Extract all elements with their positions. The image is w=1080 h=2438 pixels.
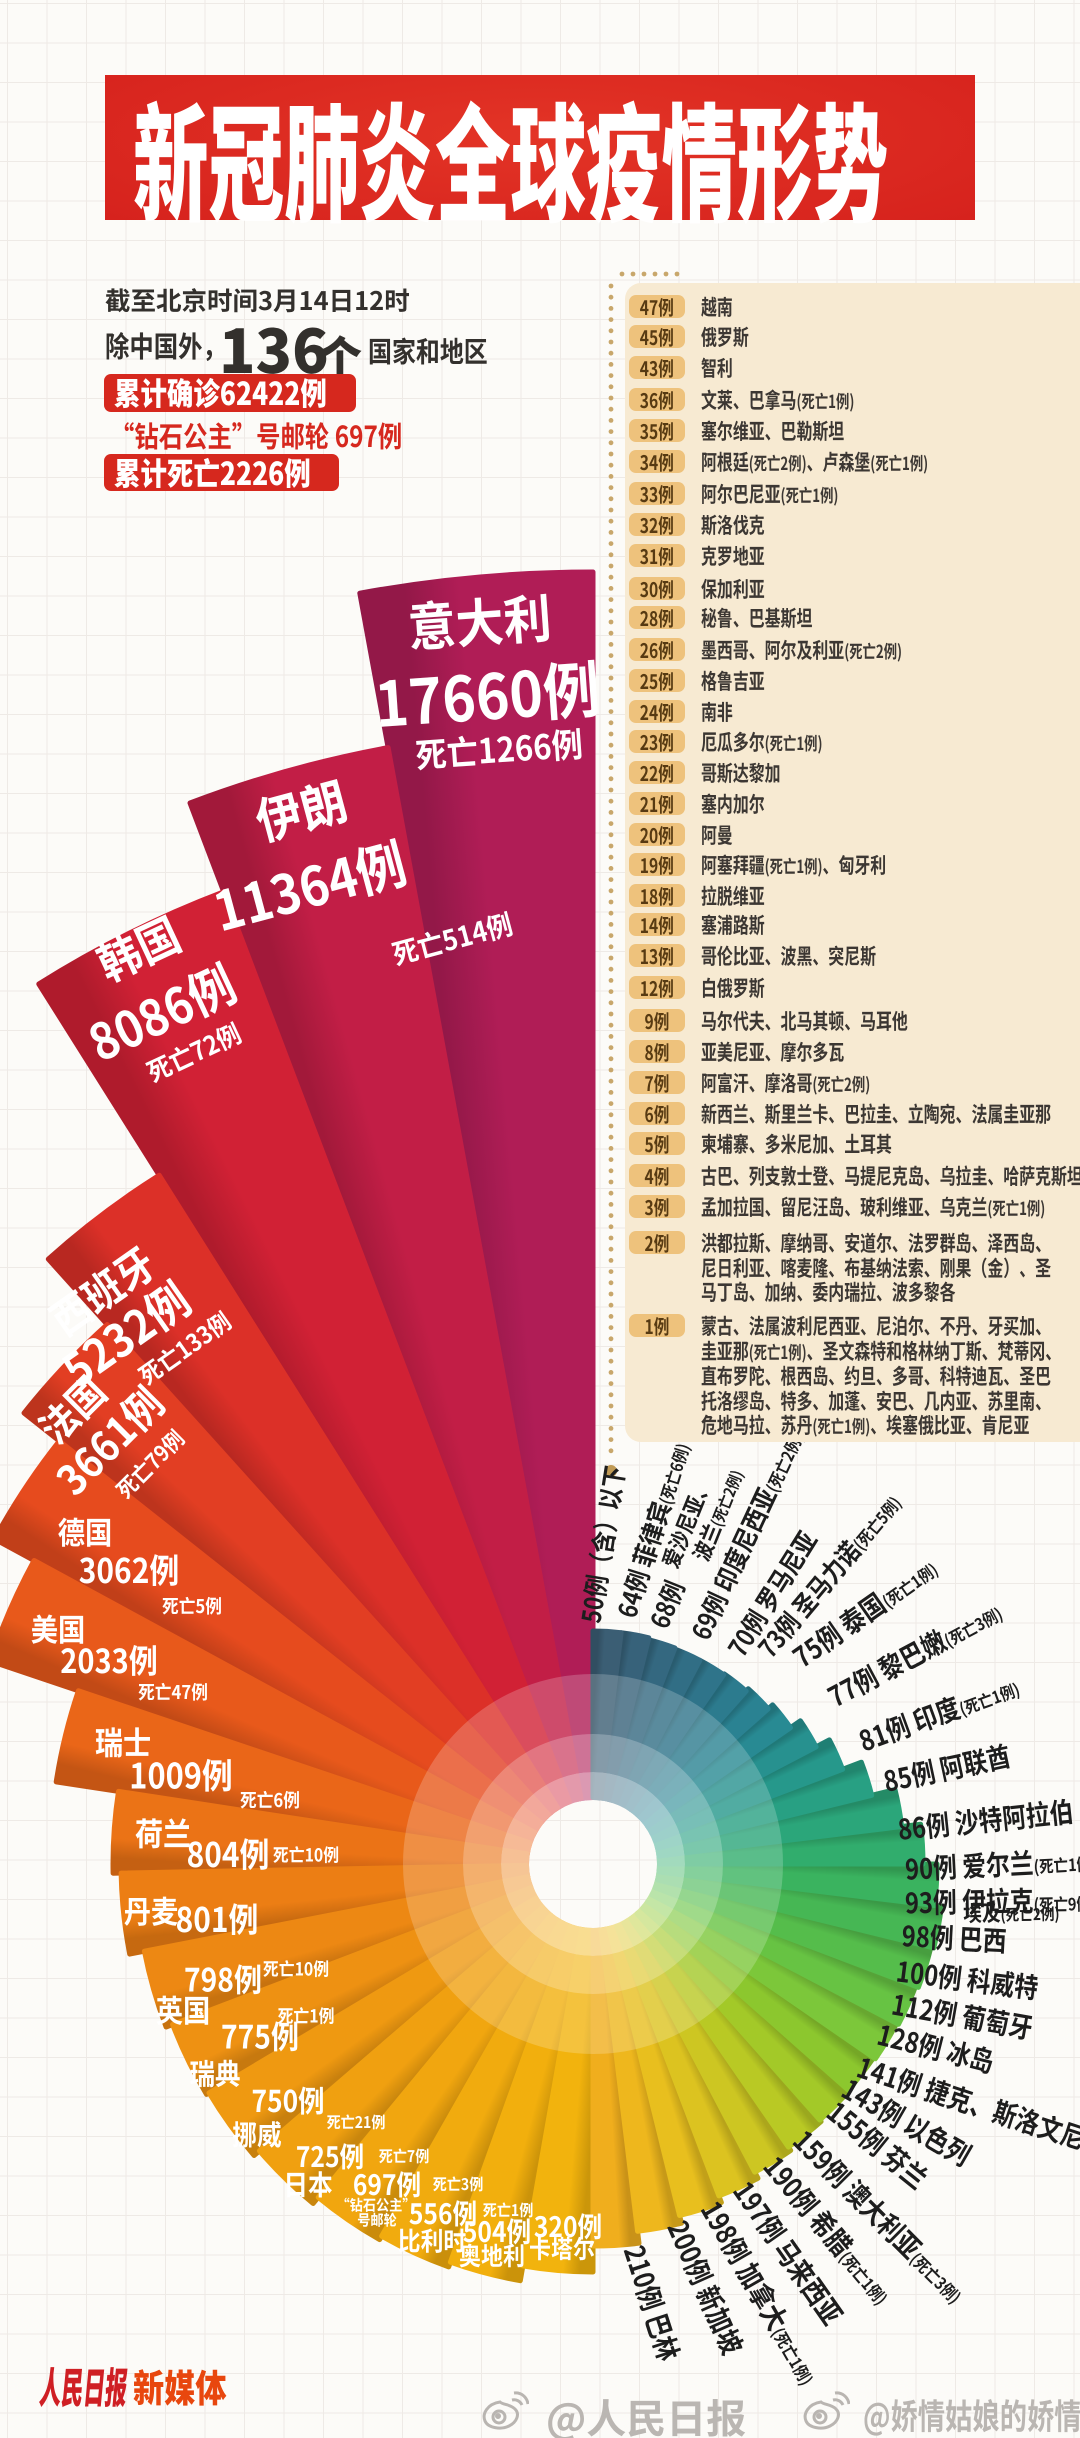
svg-text:号邮轮: 号邮轮 (357, 2209, 397, 2230)
svg-text:死亡6例: 死亡6例 (240, 1786, 300, 1814)
svg-text:挪威: 挪威 (232, 2112, 281, 2153)
svg-text:90例 爱尔兰(死亡1例): 90例 爱尔兰(死亡1例) (904, 1839, 1080, 1889)
svg-text:卡塔尔: 卡塔尔 (529, 2229, 595, 2265)
svg-text:瑞典: 瑞典 (189, 2050, 240, 2092)
svg-text:死亡3例: 死亡3例 (433, 2173, 484, 2195)
svg-text:英国: 英国 (156, 1987, 211, 2032)
svg-text:德国: 德国 (58, 1509, 113, 1554)
svg-text:意大利: 意大利 (405, 578, 553, 663)
svg-text:93例 伊拉克(死亡9例)、: 93例 伊拉克(死亡9例)、 (905, 1879, 1080, 1922)
svg-text:美国: 美国 (31, 1606, 86, 1651)
svg-text:17660例: 17660例 (372, 641, 603, 746)
svg-text:86例 沙特阿拉伯: 86例 沙特阿拉伯 (896, 1790, 1075, 1848)
svg-text:750例: 750例 (251, 2078, 324, 2122)
svg-text:死亡47例: 死亡47例 (138, 1678, 208, 1706)
svg-text:死亡5例: 死亡5例 (162, 1592, 222, 1620)
svg-text:瑞士: 瑞士 (95, 1717, 151, 1764)
svg-text:725例: 725例 (296, 2134, 364, 2175)
svg-text:1009例: 1009例 (129, 1749, 232, 1799)
svg-text:死亡7例: 死亡7例 (379, 2145, 430, 2167)
svg-text:奥地利: 奥地利 (459, 2236, 525, 2272)
svg-text:“钻石公主”: “钻石公主” (336, 2194, 415, 2215)
svg-text:2033例: 2033例 (60, 1635, 158, 1683)
svg-text:埃及(死亡2例): 埃及(死亡2例) (963, 1894, 1060, 1928)
svg-text:死亡1例: 死亡1例 (278, 2001, 335, 2028)
svg-text:804例: 804例 (187, 1829, 270, 1878)
svg-text:504例: 504例 (463, 2209, 531, 2250)
svg-text:775例: 775例 (221, 2011, 299, 2058)
svg-text:320例: 320例 (534, 2204, 602, 2245)
svg-text:801例: 801例 (176, 1894, 259, 1943)
svg-text:556例: 556例 (409, 2191, 477, 2232)
svg-text:荷兰: 荷兰 (135, 1808, 191, 1855)
svg-text:丹麦: 丹麦 (124, 1888, 179, 1933)
svg-text:死亡10例: 死亡10例 (273, 1840, 339, 1867)
svg-text:比利时: 比利时 (398, 2222, 467, 2259)
svg-text:98例 巴西: 98例 巴西 (901, 1915, 1008, 1960)
svg-text:死亡10例: 死亡10例 (263, 1954, 329, 1981)
svg-text:日本: 日本 (283, 2162, 332, 2203)
svg-text:死亡1266例: 死亡1266例 (414, 718, 585, 778)
svg-text:798例: 798例 (184, 1954, 262, 2001)
svg-text:死亡21例: 死亡21例 (327, 2111, 386, 2133)
svg-text:697例: 697例 (353, 2162, 421, 2203)
svg-text:3062例: 3062例 (79, 1545, 180, 1594)
svg-text:死亡1例: 死亡1例 (483, 2199, 534, 2221)
